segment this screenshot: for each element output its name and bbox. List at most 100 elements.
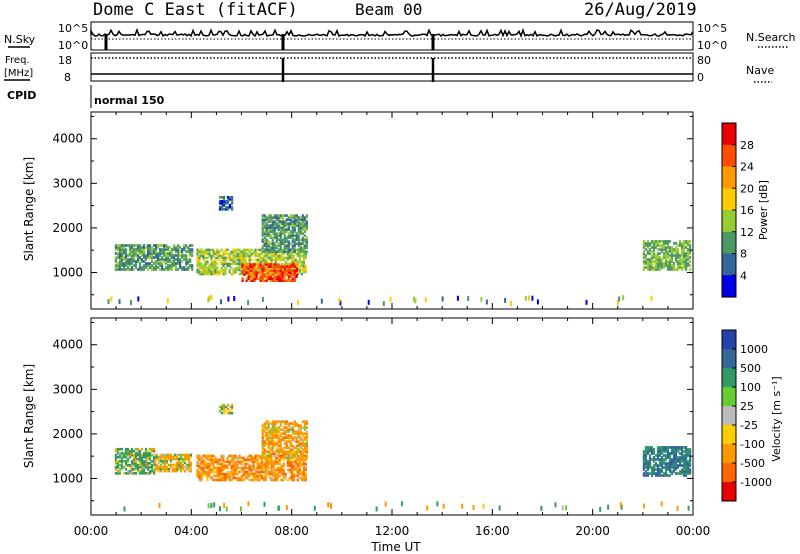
- power-cell: [148, 254, 152, 257]
- velocity-cell: [660, 456, 664, 459]
- power-cell: [271, 277, 274, 280]
- velocity-cell: [218, 460, 221, 464]
- velocity-cell: [267, 454, 270, 457]
- power-cell: [120, 256, 123, 259]
- power-cell: [264, 258, 267, 262]
- velocity-cell: [114, 468, 117, 471]
- power-cell: [650, 246, 654, 249]
- power-cell: [285, 238, 288, 241]
- velocity-cell: [674, 456, 678, 459]
- velocity-cell: [304, 464, 307, 468]
- power-cell: [126, 262, 130, 265]
- power-cell: [124, 262, 128, 265]
- power-cell: [291, 214, 294, 217]
- velocity-cell: [204, 466, 207, 470]
- velocity-cell: [159, 469, 162, 473]
- power-cell: [167, 254, 170, 257]
- velocity-cell: [654, 458, 658, 461]
- velocity-cell: [283, 442, 286, 445]
- power-cell: [273, 279, 276, 282]
- velocity-cell: [167, 463, 170, 467]
- velocity-cell: [270, 466, 273, 470]
- velocity-colorbar-tick-label: -25: [740, 419, 758, 432]
- power-cell: [265, 273, 268, 276]
- power-cell: [206, 256, 209, 260]
- velocity-cell: [238, 466, 241, 470]
- power-cell: [155, 244, 158, 247]
- power-cell: [196, 258, 199, 262]
- power-cell: [150, 264, 154, 267]
- power-cell: [169, 264, 172, 267]
- velocity-cell: [230, 454, 233, 458]
- power-cell: [281, 240, 284, 243]
- velocity-cell: [222, 458, 225, 462]
- velocity-cell: [244, 476, 247, 480]
- power-cell: [277, 238, 280, 241]
- power-cell: [226, 248, 229, 252]
- velocity-cell: [291, 454, 294, 457]
- power-cell: [240, 254, 243, 258]
- power-cell: [285, 224, 288, 227]
- velocity-cell: [228, 454, 231, 458]
- power-cell: [222, 204, 226, 207]
- power-cell: [246, 254, 249, 258]
- power-cell: [238, 262, 241, 266]
- power-cell: [644, 256, 647, 259]
- power-cell: [222, 198, 226, 201]
- power-colorbar-tick-label: 8: [740, 248, 747, 261]
- power-cell: [214, 264, 217, 268]
- velocity-cell: [292, 460, 295, 464]
- velocity-cell: [670, 450, 674, 453]
- velocity-cell: [216, 474, 219, 478]
- velocity-cell: [256, 460, 259, 464]
- power-cell: [261, 271, 264, 274]
- velocity-cell: [232, 458, 235, 462]
- velocity-cell: [270, 476, 273, 480]
- velocity-cell: [136, 468, 140, 471]
- velocity-cell: [288, 476, 291, 480]
- power-cell: [171, 250, 174, 253]
- power-cell: [668, 258, 672, 261]
- power-cell: [275, 222, 278, 225]
- power-cell: [153, 256, 156, 259]
- power-cell: [218, 208, 222, 211]
- power-cell: [646, 246, 649, 249]
- velocity-cell: [267, 440, 270, 443]
- velocity-cell: [232, 474, 235, 478]
- power-cell: [196, 250, 199, 254]
- velocity-cell: [674, 452, 678, 455]
- power-cell: [287, 216, 290, 219]
- velocity-cell: [672, 458, 676, 461]
- velocity-cell: [281, 432, 284, 435]
- velocity-cell: [196, 468, 199, 472]
- power-cell: [283, 224, 286, 227]
- power-cell: [191, 252, 194, 255]
- power-cell: [198, 268, 201, 272]
- power-cell: [291, 263, 294, 266]
- power-cell: [289, 230, 292, 233]
- velocity-cell: [327, 502, 330, 508]
- power-cell: [644, 248, 647, 251]
- power-cell: [200, 264, 203, 268]
- power-cell: [480, 297, 483, 302]
- power-cell: [295, 222, 298, 225]
- velocity-cell: [214, 460, 217, 464]
- velocity-cell: [273, 454, 276, 457]
- velocity-cell: [660, 446, 664, 449]
- power-cell: [247, 277, 250, 280]
- velocity-cell: [279, 446, 282, 449]
- velocity-cell: [246, 456, 249, 460]
- velocity-cell: [660, 501, 663, 507]
- velocity-cell: [652, 450, 656, 453]
- power-cell: [292, 256, 295, 260]
- velocity-cell: [304, 462, 307, 466]
- power-cell: [218, 250, 221, 254]
- power-cell: [273, 216, 276, 219]
- velocity-cell: [298, 464, 301, 468]
- velocity-cell: [263, 434, 266, 437]
- velocity-cell: [142, 451, 146, 455]
- velocity-cell: [648, 456, 652, 459]
- power-cell: [130, 262, 134, 265]
- velocity-cell: [248, 454, 251, 458]
- velocity-colorbar-swatch: [722, 330, 736, 350]
